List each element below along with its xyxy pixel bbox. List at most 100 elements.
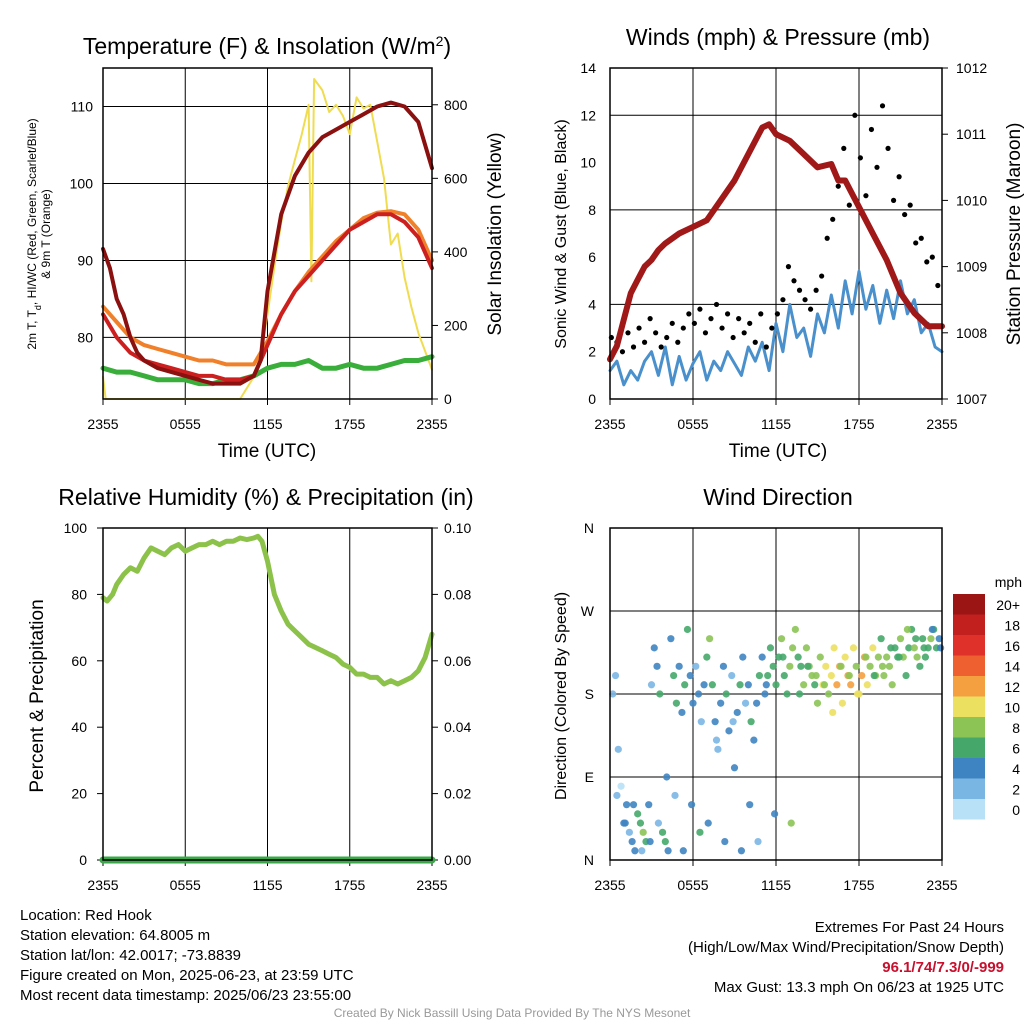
y-axis-label-2: & 9m T (Orange) [39,189,53,279]
y-axis-label: Percent & Precipitation [27,599,48,792]
direction-point [696,828,704,836]
gust-point [669,320,675,326]
direction-point [689,699,697,707]
y2-tick-label: 800 [444,97,468,113]
gust-point [852,112,858,118]
colorbar-label: 14 [1004,659,1020,675]
direction-point [811,681,819,689]
direction-point [679,847,687,855]
direction-point [837,662,845,670]
gust-point [924,259,930,265]
direction-point [670,671,678,680]
y-tick-label: 10 [580,155,596,171]
x-tick-label: 2355 [594,877,625,893]
gust-point [697,306,703,312]
direction-point [750,736,758,744]
direction-point [802,644,811,652]
direction-point [878,662,887,670]
direction-point [675,662,683,670]
direction-point [795,690,804,698]
gust-point [658,344,664,350]
direction-point [887,644,895,652]
colorbar-label: 18 [1004,618,1020,634]
gust-point [935,282,941,289]
direction-point [797,662,805,670]
x-tick-label: 1755 [843,416,874,432]
gust-point [802,297,808,303]
direction-point [896,635,905,643]
series-temp-line [101,100,434,386]
extremes-panel: Extremes For Past 24 Hours (High/Low/Max… [688,918,1004,998]
colorbar-swatch [953,799,985,820]
gust-point [708,316,714,322]
gust-point [819,273,825,279]
colorbar-swatch [953,696,985,717]
direction-point [697,718,705,726]
y-tick-label: 110 [71,98,94,114]
station-latlon: Station lat/lon: 42.0017; -73.8839 [20,947,242,964]
x-tick-label: 0555 [170,877,201,893]
direction-point [609,690,617,698]
direction-point [688,801,696,809]
y2-tick-label: 600 [444,170,468,186]
colorbar-label: 0 [1012,802,1020,818]
y2-tick-label: 0.02 [444,786,471,802]
y2-tick-label: 1011 [956,126,986,142]
x-tick-label: 1155 [252,416,282,432]
direction-point [754,837,762,846]
colorbar-swatch [953,655,985,676]
gust-point [857,155,863,161]
direction-point [791,625,799,634]
direction-point [852,662,860,670]
gust-point [680,325,686,331]
title-superscript: 2 [436,33,444,49]
direction-point [841,653,849,661]
y-tick-label: 14 [580,60,596,76]
y-tick-label: 60 [71,653,87,669]
direction-point [830,644,838,652]
direction-point [820,681,829,689]
y-tick-label: S [585,686,594,702]
direction-point [847,681,855,689]
credit-line: Created By Nick Bassill Using Data Provi… [333,1006,691,1020]
direction-point [937,644,945,652]
direction-point [895,653,903,661]
x-tick-label: 1755 [843,877,874,893]
series-pressure-line [607,121,945,363]
direction-point [822,662,830,670]
station-location: Location: Red Hook [20,907,152,924]
gust-point [664,334,670,341]
gust-point [796,287,803,293]
direction-point [787,819,795,827]
direction-point [812,671,820,680]
direction-point [744,681,752,689]
gust-point [747,320,753,326]
y-tick-label: 90 [77,252,93,268]
direction-point [703,653,711,661]
gust-point [713,301,720,308]
chart-title: Winds (mph) & Pressure (mb) [626,24,930,50]
direction-point [764,671,772,680]
extremes-heading: Extremes For Past 24 Hours [814,919,1004,936]
direction-point [678,708,686,717]
direction-point [645,801,653,809]
direction-point [920,644,928,652]
direction-point [711,718,719,726]
direction-point [762,681,770,689]
gust-point [619,349,626,355]
direction-point [694,690,703,698]
gust-point [791,278,797,284]
colorbar-swatch [953,717,985,738]
direction-point [903,625,912,634]
direction-point [816,653,824,661]
y-tick-label: W [581,603,595,619]
plot-frame [102,527,433,861]
gust-point [686,311,692,317]
direction-point [913,653,921,661]
y2-axis-label: Station Pressure (Maroon) [1004,123,1024,346]
direction-point [910,644,918,652]
gust-point [879,103,886,109]
gust-point [835,183,841,189]
y-tick-label: 100 [64,520,88,536]
